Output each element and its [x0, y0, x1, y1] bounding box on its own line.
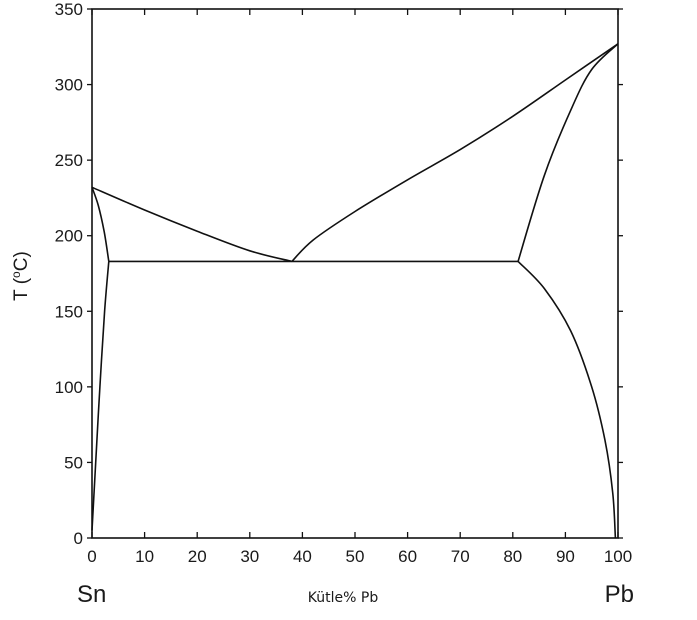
x-tick-label: 60 [398, 547, 417, 566]
y-tick-label: 200 [55, 227, 83, 246]
x-tick-label: 30 [240, 547, 259, 566]
x-tick-label: 80 [503, 547, 522, 566]
phase-boundaries [91, 43, 619, 539]
x-tick-label: 70 [451, 547, 470, 566]
y-tick-label: 250 [55, 151, 83, 170]
y-tick-label: 100 [55, 378, 83, 397]
x-tick-label: 10 [135, 547, 154, 566]
curve-solidus-left [91, 187, 110, 262]
x-axis-title: Kütle% Pb [308, 590, 379, 606]
curve-solidus-right [517, 43, 619, 262]
y-tick-label: 0 [74, 529, 83, 548]
y-tick-label: 350 [55, 0, 83, 19]
curve-solvus-left [91, 261, 110, 531]
x-tick-label: 20 [188, 547, 207, 566]
pb-label: Pb [605, 581, 634, 608]
x-tick-label: 100 [604, 547, 632, 566]
y-tick-label: 50 [64, 453, 83, 472]
y-tick-label: 300 [55, 76, 83, 95]
y-axis-title: T (oC) [9, 251, 32, 301]
curve-liquidus-right [291, 43, 619, 262]
sn-label: Sn [77, 581, 106, 608]
x-axis-ticks: 0 10 20 30 40 50 60 70 80 90 100 [87, 9, 632, 566]
y-tick-label: 150 [55, 302, 83, 321]
x-tick-label: 0 [87, 547, 96, 566]
plot-frame [91, 8, 619, 539]
y-axis-ticks: 0 50 100 150 200 250 300 350 [55, 0, 623, 548]
x-tick-label: 90 [556, 547, 575, 566]
curve-solvus-right [517, 260, 617, 539]
x-tick-label: 50 [346, 547, 365, 566]
x-tick-label: 40 [293, 547, 312, 566]
curve-liquidus-left [91, 186, 293, 263]
